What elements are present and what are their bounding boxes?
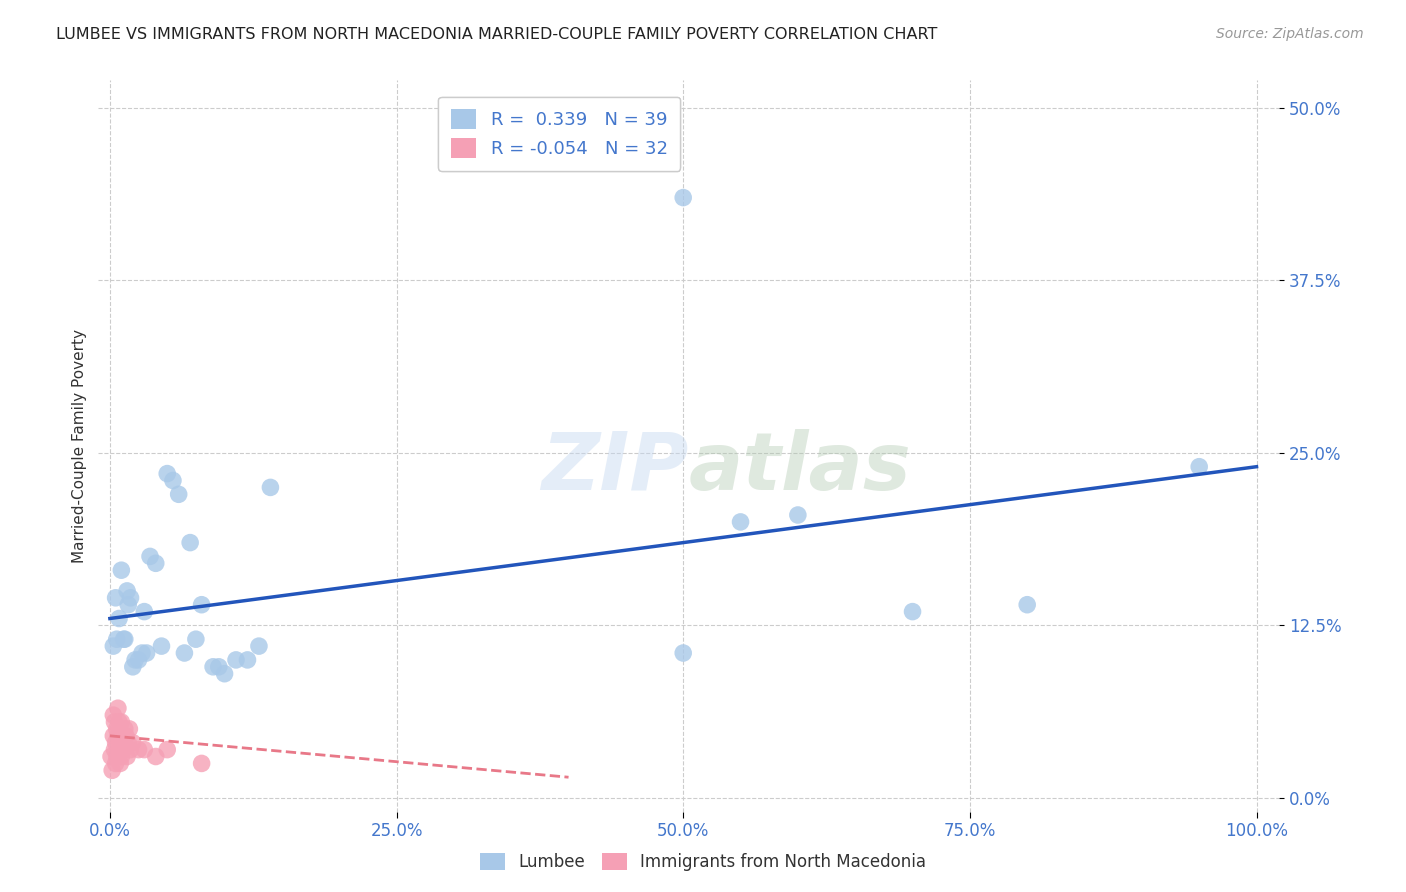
Point [179, 535, 201, 549]
Point [190, 756, 212, 771]
Point [672, 191, 695, 205]
Point [128, 742, 150, 756]
Point [108, 756, 131, 771]
Point [100, 749, 122, 764]
Point [108, 729, 131, 743]
Point [112, 632, 135, 647]
Point [104, 756, 127, 771]
Point [103, 714, 125, 729]
Point [115, 729, 138, 743]
Point [108, 742, 131, 756]
Point [128, 653, 150, 667]
Point [167, 487, 190, 501]
Point [105, 749, 128, 764]
Point [114, 722, 136, 736]
Point [247, 639, 270, 653]
Point [111, 736, 134, 750]
Point [202, 660, 225, 674]
Point [101, 764, 124, 778]
Point [110, 749, 132, 764]
Point [208, 660, 231, 674]
Point [118, 722, 141, 736]
Point [131, 646, 153, 660]
Point [114, 632, 136, 647]
Point [259, 480, 281, 494]
Legend: Lumbee, Immigrants from North Macedonia: Lumbee, Immigrants from North Macedonia [471, 845, 935, 880]
Point [156, 467, 179, 481]
Point [115, 583, 138, 598]
Point [108, 611, 131, 625]
Point [117, 598, 139, 612]
Text: Source: ZipAtlas.com: Source: ZipAtlas.com [1216, 27, 1364, 41]
Point [110, 714, 132, 729]
Point [107, 729, 129, 743]
Text: atlas: atlas [689, 429, 911, 507]
Point [184, 632, 207, 647]
Point [1188, 459, 1211, 474]
Text: LUMBEE VS IMMIGRANTS FROM NORTH MACEDONIA MARRIED-COUPLE FAMILY POVERTY CORRELAT: LUMBEE VS IMMIGRANTS FROM NORTH MACEDONI… [56, 27, 938, 42]
Point [134, 605, 156, 619]
Point [730, 515, 752, 529]
Point [117, 736, 139, 750]
Point [134, 742, 156, 756]
Point [112, 742, 135, 756]
Point [124, 653, 146, 667]
Point [173, 646, 195, 660]
Point [120, 742, 142, 756]
Point [145, 557, 167, 571]
Point [236, 653, 259, 667]
Point [156, 742, 179, 756]
Point [108, 714, 131, 729]
Point [121, 736, 143, 750]
Point [190, 598, 212, 612]
Point [121, 660, 143, 674]
Point [120, 591, 142, 605]
Text: ZIP: ZIP [541, 429, 689, 507]
Point [162, 474, 184, 488]
Point [1017, 598, 1039, 612]
Y-axis label: Married-Couple Family Poverty: Married-Couple Family Poverty [72, 329, 87, 563]
Point [150, 639, 173, 653]
Legend: R =  0.339   N = 39, R = -0.054   N = 32: R = 0.339 N = 39, R = -0.054 N = 32 [439, 96, 681, 170]
Point [103, 708, 125, 723]
Point [225, 653, 247, 667]
Point [104, 736, 127, 750]
Point [105, 722, 128, 736]
Point [105, 632, 128, 647]
Point [104, 591, 127, 605]
Point [107, 701, 129, 715]
Point [145, 749, 167, 764]
Point [103, 639, 125, 653]
Point [110, 563, 132, 577]
Point [214, 666, 236, 681]
Point [115, 749, 138, 764]
Point [786, 508, 808, 522]
Point [139, 549, 162, 564]
Point [103, 729, 125, 743]
Point [901, 605, 924, 619]
Point [672, 646, 695, 660]
Point [135, 646, 157, 660]
Point [103, 742, 125, 756]
